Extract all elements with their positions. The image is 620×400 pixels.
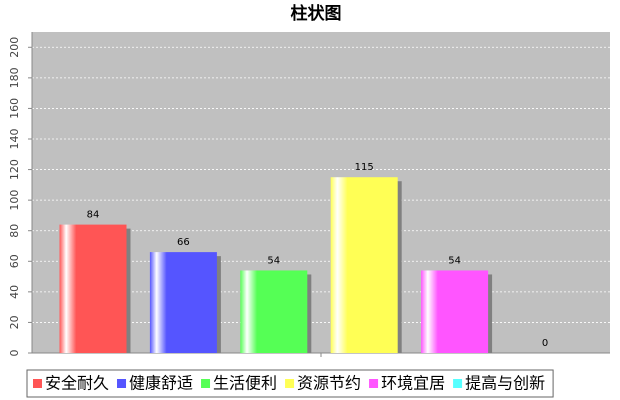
legend-swatch <box>369 379 379 388</box>
bar <box>59 224 127 353</box>
y-tick-label: 20 <box>8 315 21 329</box>
value-label: 54 <box>448 255 461 266</box>
y-tick-label: 40 <box>8 285 21 299</box>
legend-label: 安全耐久 <box>45 374 109 393</box>
legend-label: 资源节约 <box>297 374 361 393</box>
bar <box>240 270 308 353</box>
y-tick-label: 120 <box>8 159 21 180</box>
legend-label: 环境宜居 <box>381 374 445 393</box>
legend-swatch <box>453 379 463 388</box>
value-label: 54 <box>267 255 280 266</box>
y-tick-label: 200 <box>8 37 21 58</box>
legend-label: 生活便利 <box>213 374 277 393</box>
value-label: 115 <box>355 162 374 173</box>
value-label: 84 <box>87 210 100 221</box>
value-label: 66 <box>177 237 190 248</box>
bar <box>149 252 217 353</box>
y-tick-label: 160 <box>8 98 21 119</box>
chart-title: 柱状图 <box>291 3 342 24</box>
value-label: 0 <box>542 338 548 349</box>
y-tick-label: 140 <box>8 129 21 150</box>
legend-swatch <box>285 379 295 388</box>
y-tick-label: 0 <box>8 350 21 357</box>
legend-swatch <box>201 379 211 388</box>
bar <box>330 177 398 353</box>
y-tick-label: 100 <box>8 190 21 211</box>
y-tick-label: 180 <box>8 67 21 88</box>
y-tick-label: 80 <box>8 224 21 238</box>
legend-swatch <box>33 379 42 388</box>
legend-swatch <box>117 379 127 388</box>
bar <box>421 270 489 353</box>
y-tick-label: 60 <box>8 254 21 268</box>
legend-label: 提高与创新 <box>465 374 545 393</box>
legend-label: 健康舒适 <box>129 374 193 393</box>
